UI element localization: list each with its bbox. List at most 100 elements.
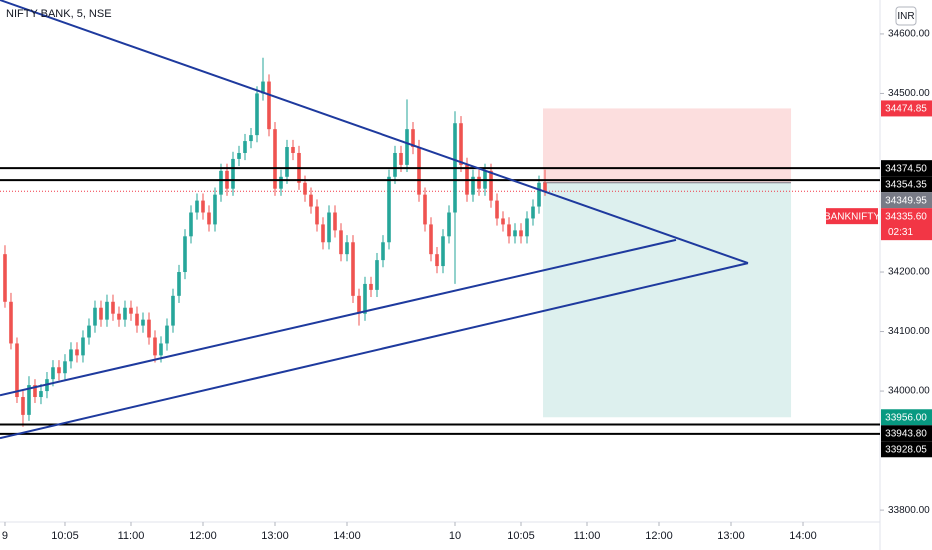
- candle-body: [495, 200, 499, 219]
- price-label-box: [881, 176, 932, 193]
- x-tick-label: 10:05: [51, 530, 79, 542]
- candle-body: [33, 385, 37, 398]
- candle-body: [489, 170, 493, 201]
- x-tick-label: 9: [2, 530, 8, 542]
- candle-body: [369, 283, 373, 290]
- candle-body: [423, 194, 427, 225]
- price-label: 33956.00: [885, 412, 927, 423]
- candle-body: [171, 295, 175, 326]
- candle-body: [429, 224, 433, 255]
- candle-body: [213, 194, 217, 225]
- candle-body: [405, 129, 409, 165]
- candle-body: [117, 313, 121, 320]
- y-tick-label: 34500.00: [888, 88, 930, 99]
- candle-body: [219, 170, 223, 195]
- candle-body: [459, 123, 463, 165]
- overlay: 9 10:05 11:00 12:00 13:00 14:00 10 10:05 11:00 12…: [2, 29, 932, 542]
- y-tick-label: 33800.00: [888, 505, 930, 516]
- candle-body: [3, 254, 7, 302]
- candle-body: [531, 206, 535, 219]
- candle-body: [387, 176, 391, 243]
- currency-box[interactable]: [895, 6, 917, 26]
- x-tick-label: 10: [449, 530, 461, 542]
- y-tick-label: 34100.00: [888, 326, 930, 337]
- candle-body: [543, 182, 547, 192]
- candle-body: [129, 307, 133, 314]
- price-label-box: [881, 192, 932, 209]
- price-label-box: [881, 160, 932, 177]
- y-tick-label: 34600.00: [888, 29, 930, 40]
- candle-body: [81, 337, 85, 356]
- price-label: 34335.60: [885, 211, 927, 222]
- candle-body: [177, 272, 181, 296]
- candle-body: [9, 301, 13, 344]
- price-label: 34474.85: [885, 104, 927, 115]
- candle-body: [249, 135, 253, 142]
- price-axis: [880, 0, 932, 550]
- candle-body: [513, 230, 517, 237]
- target-zone: [543, 108, 792, 183]
- x-tick-label: 13:00: [261, 530, 289, 542]
- candle-body: [327, 212, 331, 243]
- plot: [0, 0, 880, 440]
- candle-body: [375, 260, 379, 290]
- price-label: 34374.50: [885, 163, 927, 174]
- countdown: 02:31: [888, 227, 913, 238]
- candle-body: [507, 224, 511, 237]
- price-label: 33943.80: [885, 428, 927, 439]
- currency: INR: [897, 11, 914, 22]
- candle-body: [195, 200, 199, 213]
- x-tick-label: 12:00: [645, 530, 673, 542]
- candle-body: [231, 158, 235, 189]
- candle-body: [27, 385, 31, 415]
- candle-body: [93, 307, 97, 326]
- candle-body: [477, 176, 481, 189]
- candle-body: [15, 343, 19, 398]
- candle-body: [207, 212, 211, 225]
- candle-body: [399, 152, 403, 165]
- candle-body: [441, 236, 445, 267]
- symbol-label: BANKNIFTY: [824, 211, 880, 222]
- candle-body: [153, 337, 157, 356]
- x-tick-label: 11:00: [118, 530, 145, 542]
- trendline: [0, 0, 749, 265]
- candle-body: [141, 319, 145, 326]
- candle-body: [309, 194, 313, 207]
- candle-body: [519, 230, 523, 237]
- candle-body: [273, 129, 277, 189]
- candle-body: [411, 129, 415, 148]
- candle-body: [147, 319, 151, 338]
- candle-body: [525, 218, 529, 237]
- candle-body: [243, 141, 247, 153]
- candle-body: [201, 200, 205, 213]
- candle-body: [381, 242, 385, 261]
- stop-zone: [543, 182, 792, 418]
- candle-body: [321, 224, 325, 243]
- x-tick-label: 10:05: [507, 530, 535, 542]
- trendline: [0, 262, 749, 440]
- candle-body: [57, 367, 61, 374]
- candle-body: [285, 147, 289, 177]
- candle-body: [261, 81, 265, 94]
- candle-body: [189, 212, 193, 237]
- candle-body: [135, 313, 139, 326]
- candle-body: [279, 176, 283, 189]
- x-tick-label: 12:00: [189, 530, 217, 542]
- candle-body: [51, 367, 55, 380]
- candle-body: [69, 349, 73, 362]
- chart-title: NIFTY BANK, 5, NSE: [6, 8, 112, 20]
- candle-body: [99, 307, 103, 320]
- candle-body: [357, 295, 361, 314]
- candle-body: [303, 182, 307, 195]
- candle-body: [21, 397, 25, 415]
- price-label-box: [881, 425, 932, 442]
- candle-body: [39, 391, 43, 398]
- x-tick-label: 14:00: [333, 530, 361, 542]
- price-label: 33928.05: [885, 444, 927, 455]
- candle-body: [393, 152, 397, 177]
- candle-body: [291, 147, 295, 153]
- candle-body: [75, 349, 79, 356]
- candle-body: [105, 301, 109, 320]
